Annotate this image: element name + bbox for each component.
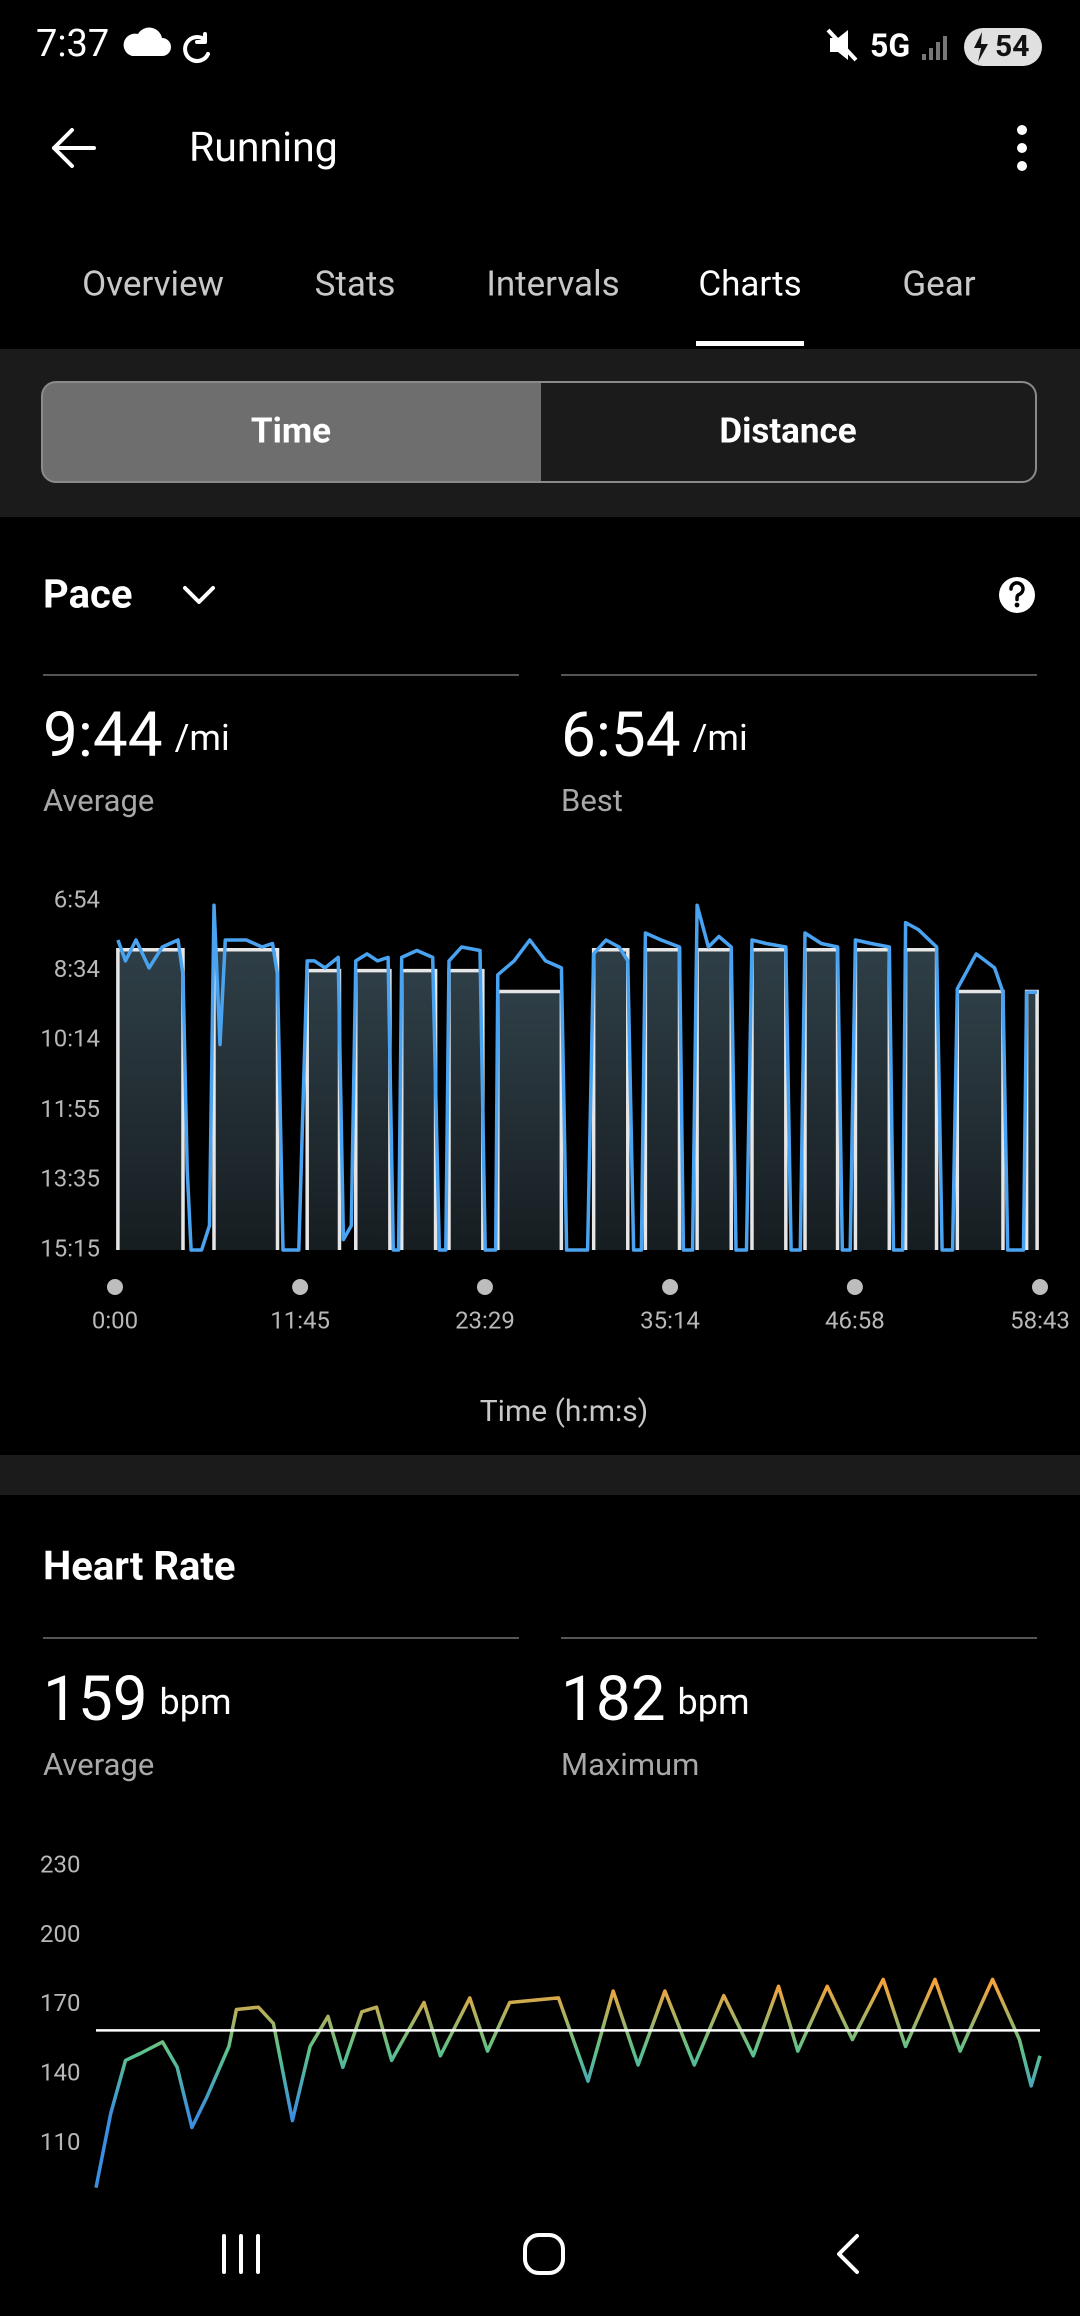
y-tick-label: 6:54 — [54, 885, 100, 913]
stat-unit: /mi — [693, 717, 748, 759]
interval-bar — [750, 948, 788, 1250]
network: 5G — [870, 26, 910, 64]
tab[interactable]: Stats — [315, 263, 396, 304]
tab[interactable]: Gear — [902, 263, 975, 304]
y-tick-label: 10:14 — [40, 1025, 100, 1053]
x-tick-label: 58:43 — [1010, 1306, 1070, 1334]
interval-bar — [695, 948, 733, 1250]
tab[interactable]: Intervals — [486, 263, 619, 304]
section-title: Pace — [43, 571, 132, 618]
y-tick-label: 200 — [40, 1920, 80, 1948]
stat-label: Maximum — [561, 1746, 699, 1783]
status-time: 7:37 — [36, 22, 109, 66]
y-tick-label: 15:15 — [40, 1234, 100, 1262]
tab-indicator — [696, 341, 804, 346]
x-tick-dot — [846, 1279, 863, 1295]
interval-bar — [803, 948, 840, 1250]
stat-unit: /mi — [175, 717, 230, 759]
stat: 6:54/mi — [561, 699, 748, 772]
battery — [964, 28, 1042, 66]
nav-bar — [0, 2201, 1080, 2316]
stat: 9:44/mi — [43, 699, 230, 772]
stat-value: 9:44 — [43, 699, 163, 772]
menu-button[interactable] — [1017, 125, 1027, 171]
stat-value: 159 — [43, 1663, 148, 1736]
toggle-option[interactable]: Distance — [719, 410, 856, 451]
charge-icon — [974, 32, 988, 62]
toggle — [41, 381, 1037, 483]
x-tick-dot — [107, 1279, 123, 1295]
interval-bar — [643, 948, 682, 1250]
stat-value: 182 — [561, 1663, 666, 1736]
help-glyph — [1009, 581, 1025, 602]
recents-button[interactable] — [222, 2234, 260, 2274]
signal-icon — [922, 36, 947, 60]
interval-bar — [496, 989, 564, 1250]
dropdown-icon[interactable] — [183, 586, 215, 604]
pace-line — [116, 903, 1038, 1252]
stat-label: Average — [43, 1746, 154, 1783]
x-tick-label: 35:14 — [640, 1306, 700, 1334]
help-glyph-dot — [1014, 602, 1020, 608]
tab[interactable]: Overview — [82, 263, 224, 304]
y-tick-label: 8:34 — [54, 955, 100, 983]
stat-unit: bpm — [678, 1681, 750, 1723]
x-tick-dot — [662, 1279, 679, 1295]
x-tick-label: 0:00 — [92, 1306, 138, 1334]
y-tick-label: 230 — [40, 1850, 80, 1878]
heart-rate-chart: 110 140 170 200 230 — [40, 1850, 1042, 2189]
x-tick-dot — [1032, 1279, 1048, 1295]
interval-bar — [955, 989, 1005, 1250]
y-tick-label: 110 — [40, 2128, 80, 2156]
y-tick-label: 170 — [40, 1989, 80, 2017]
interval-bar — [1024, 989, 1039, 1250]
pace-chart: 6:54 8:34 10:14 11:55 13:35 15:15 0:00 11:45 23:… — [40, 885, 1070, 1334]
interval-bar — [591, 948, 630, 1250]
stat-value: 6:54 — [561, 699, 681, 772]
interval-bar — [116, 948, 185, 1250]
x-tick-label: 11:45 — [270, 1306, 330, 1334]
stat-label: Average — [43, 782, 154, 819]
x-tick-dot — [292, 1279, 309, 1295]
x-tick-label: 23:29 — [455, 1306, 515, 1334]
interval-bar — [305, 968, 342, 1250]
battery-level: 54 — [995, 29, 1029, 64]
page-title: Running — [189, 124, 338, 172]
stat: 182 bpm — [561, 1663, 750, 1736]
stat-unit: bpm — [160, 1681, 232, 1723]
tab-active[interactable]: Charts — [698, 263, 801, 304]
heart-rate-line — [94, 1977, 1042, 2189]
interval-bar — [447, 968, 485, 1250]
x-axis-title: Time (h:m:s) — [480, 1394, 648, 1429]
y-tick-label: 140 — [40, 2059, 80, 2087]
interval-bar — [354, 968, 392, 1250]
y-tick-label: 13:35 — [40, 1165, 100, 1193]
x-tick-dot — [476, 1279, 493, 1295]
stat-label: Best — [561, 782, 623, 819]
toggle-option[interactable]: Time — [251, 410, 331, 451]
interval-bar — [853, 948, 892, 1250]
mute-icon — [830, 30, 848, 60]
back-nav-button[interactable] — [837, 2234, 859, 2274]
section-gap — [0, 1455, 1080, 1495]
nav-background — [0, 2201, 1080, 2316]
cloud-icon — [123, 27, 171, 56]
sync-icon — [183, 32, 210, 63]
interval-bar — [212, 948, 280, 1250]
back-button[interactable] — [52, 128, 96, 168]
y-tick-label: 11:55 — [40, 1095, 100, 1123]
home-button[interactable] — [523, 2233, 565, 2275]
status-bar: 7:37 5G 54 — [36, 22, 1042, 66]
toggle-active[interactable] — [42, 382, 541, 482]
x-tick-label: 46:58 — [825, 1306, 885, 1334]
stat: 159 bpm — [43, 1663, 232, 1736]
section-title: Heart Rate — [43, 1543, 236, 1590]
mute-slash — [826, 28, 858, 62]
interval-bar — [903, 948, 939, 1250]
interval-bar — [399, 968, 438, 1250]
